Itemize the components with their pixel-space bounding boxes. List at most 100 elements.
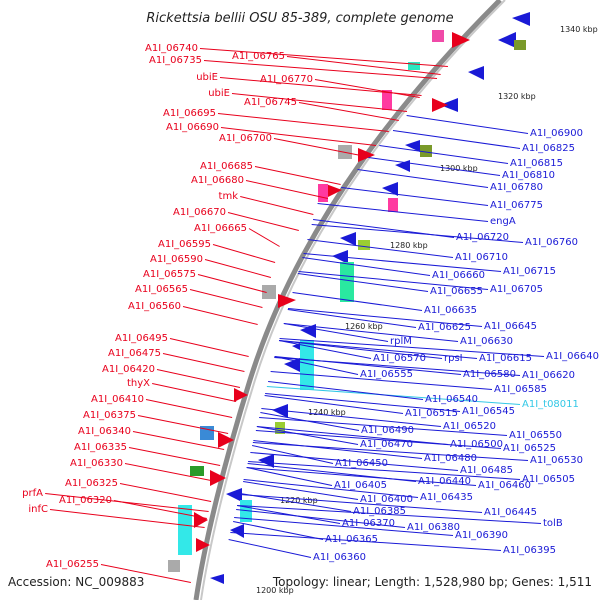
leader-line: [268, 381, 424, 400]
gene-label: A1I_06365: [325, 534, 378, 545]
gene-label: A1I_06780: [490, 182, 543, 193]
leader-line: [231, 93, 408, 112]
gene-label: A1I_06715: [503, 266, 556, 277]
gene-arrow: [258, 454, 274, 468]
leader-line: [234, 517, 454, 536]
leader-line: [317, 203, 489, 222]
gene-label: A1I_06410: [91, 394, 144, 405]
gene-label: A1I_06470: [360, 439, 413, 450]
leader-line: [162, 353, 245, 372]
gene-block: [318, 184, 328, 202]
gene-label: A1I_06585: [494, 384, 547, 395]
gene-label: A1I_06700: [219, 133, 272, 144]
right-gene-labels: A1I_06900 A1I_06825 A1I_06815 A1I_06810 …: [313, 128, 599, 563]
gene-label: A1I_06825: [522, 143, 575, 154]
leader-line: [298, 102, 399, 121]
gene-label: A1I_06360: [313, 552, 366, 563]
gene-label: A1I_06765: [232, 51, 285, 62]
tick-label: 1200 kbp: [256, 586, 294, 595]
summary-text: Topology: linear; Length: 1,528,980 bp; …: [272, 575, 592, 589]
leader-line: [270, 371, 493, 390]
genome-backbone: [193, 0, 502, 600]
gene-label: rplM: [390, 336, 412, 347]
gene-arrow: [326, 184, 342, 198]
gene-arrow: [468, 66, 484, 80]
leader-line: [137, 415, 229, 434]
leader-line: [217, 113, 389, 132]
gene-label: A1I_06530: [530, 455, 583, 466]
leader-line: [406, 115, 529, 134]
leader-line: [169, 338, 249, 357]
leader-line: [119, 483, 212, 502]
gene-label: A1I_06485: [460, 465, 513, 476]
gene-label: A1I_06440: [418, 476, 471, 487]
gene-block: [514, 40, 526, 50]
gene-label: thyX: [127, 378, 150, 389]
leader-line: [128, 447, 221, 466]
leader-line: [283, 323, 389, 342]
leader-line: [243, 479, 419, 498]
leader-line: [239, 494, 483, 513]
leader-line: [274, 357, 521, 376]
gene-label: A1I_06810: [502, 170, 555, 181]
gene-label: tmk: [219, 191, 239, 202]
leader-line: [240, 196, 314, 215]
gene-arrow: [210, 574, 224, 584]
gene-label: A1I_06330: [70, 458, 123, 469]
leader-line: [248, 461, 521, 480]
gene-label: A1I_06770: [260, 74, 313, 85]
gene-arrow: [226, 488, 242, 502]
leader-line: [230, 532, 502, 551]
gene-block: [388, 198, 398, 212]
gene-label: A1I_06435: [420, 492, 473, 503]
leader-line: [227, 212, 299, 231]
leader-line: [264, 395, 404, 414]
leader-line: [368, 157, 501, 176]
gene-label: A1I_06555: [360, 369, 413, 380]
gene-block: [300, 340, 314, 390]
leader-line: [182, 306, 258, 325]
leader-line: [250, 452, 459, 471]
gene-label: A1I_06655: [430, 286, 483, 297]
leader-line: [204, 259, 272, 278]
gene-arrow: [452, 32, 470, 48]
gene-label: A1I_06615: [479, 353, 532, 364]
leader-line: [203, 60, 438, 79]
leader-line: [273, 138, 367, 157]
gene-label: A1I_06900: [530, 128, 583, 139]
leader-line: [256, 426, 359, 445]
gene-label: tolB: [543, 518, 563, 529]
gene-arrow: [405, 140, 420, 152]
gene-label: ubiE: [208, 88, 230, 99]
leader-line: [254, 166, 341, 185]
leader-line: [265, 393, 461, 412]
gene-label: A1I_06405: [334, 480, 387, 491]
gene-block: [190, 466, 204, 476]
gene-label: prfA: [22, 488, 43, 499]
leader-line: [266, 386, 521, 405]
leader-line: [261, 408, 442, 427]
gene-label: A1I_06685: [200, 161, 253, 172]
gene-label: A1I_06520: [443, 421, 496, 432]
leader-line: [314, 79, 420, 98]
leader-line: [392, 130, 521, 149]
gene-block: [168, 560, 180, 572]
gene-label: rpsI: [444, 353, 463, 364]
gene-label: A1I_06665: [194, 223, 247, 234]
gene-label: A1I_06515: [405, 408, 458, 419]
gene-label: A1I_06505: [522, 474, 575, 485]
gene-block: [408, 62, 420, 70]
leader-line: [298, 271, 489, 290]
gene-label: A1I_06375: [83, 410, 136, 421]
leader-line: [145, 399, 233, 418]
position-ticks: 1340 kbp 1320 kbp 1300 kbp 1280 kbp 1260…: [256, 25, 598, 595]
gene-block: [420, 145, 432, 157]
gene-label: A1I_06710: [455, 252, 508, 263]
accession-text: Accession: NC_009883: [8, 575, 144, 589]
leader-line: [307, 239, 454, 258]
leader-line: [341, 187, 489, 206]
leader-line: [357, 169, 489, 188]
gene-label: A1I_t08011: [522, 399, 579, 410]
gene-label: A1I_06255: [46, 559, 99, 570]
